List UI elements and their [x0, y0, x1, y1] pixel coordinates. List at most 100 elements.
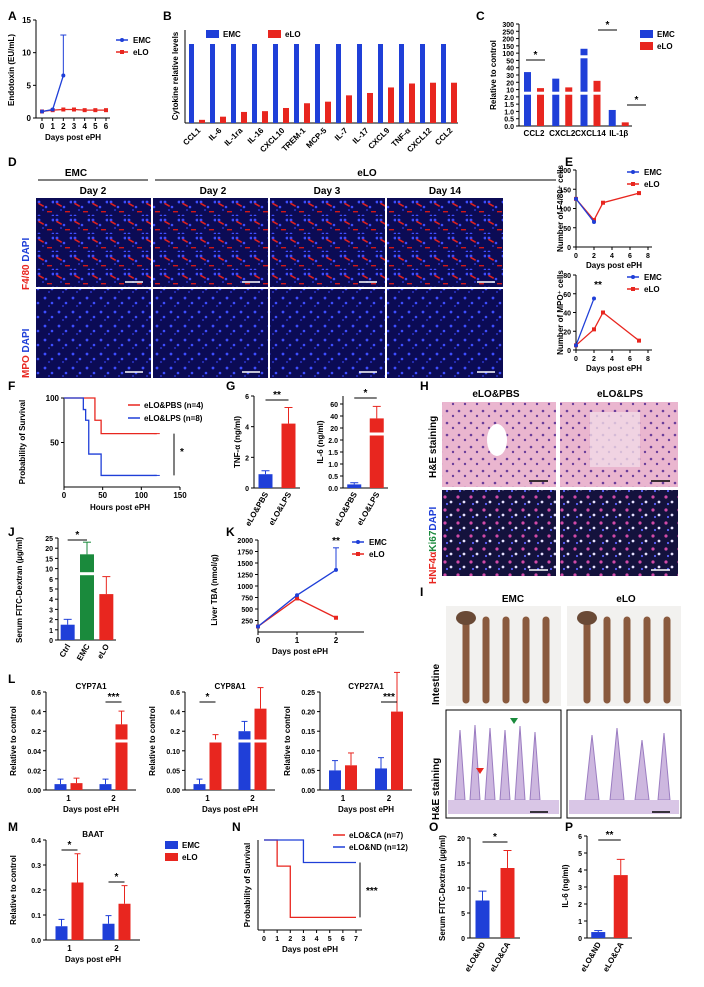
g2-bar-0 — [347, 484, 362, 488]
p-ytick-label: 3 — [578, 885, 582, 892]
f-sig-marker: * — [180, 447, 184, 458]
j-ylabel: Serum FITC-Dextran (µg/ml) — [15, 537, 24, 643]
d-day-2: Day 2 — [200, 186, 227, 197]
e2-line-elo — [575, 311, 640, 346]
g1-bar-1 — [281, 423, 296, 488]
a-xlabel: Days post ePH — [45, 133, 101, 142]
l1-xlabel: Days post ePH — [63, 805, 119, 814]
n-xtick-label: 3 — [301, 936, 305, 943]
e2-legend-label-2: eLO — [644, 285, 660, 294]
b-bar-elo — [325, 101, 331, 123]
a-xtick-label: 3 — [72, 122, 77, 131]
e1-point-emc — [592, 219, 596, 224]
b-xtick-label: TREM-1 — [280, 126, 308, 154]
k-ytick-label: 1250 — [237, 573, 253, 580]
m-ytick-label: 0.3 — [31, 863, 41, 870]
panel-label-c: C — [476, 9, 485, 23]
b-bar-emc — [336, 44, 341, 123]
c-ytick-label: 250 — [502, 29, 514, 36]
e2-ytick-label: 80 — [563, 273, 571, 280]
b-legend-label-1: EMC — [223, 30, 241, 39]
b-bar-emc — [420, 44, 425, 123]
k-sig-marker: ** — [332, 536, 340, 547]
m-bar-emc-1 — [102, 923, 115, 940]
l1-ytick-label: 0.00 — [27, 788, 41, 795]
j-xtick-label: Ctrl — [58, 643, 73, 659]
b-legend-swatch-2 — [268, 30, 281, 38]
b-bar-emc — [378, 44, 383, 123]
e2-ylabel: Number of MPO⁺ cells — [556, 270, 565, 355]
a-ytick-label: 10 — [22, 49, 31, 58]
e1-xlabel: Days post ePH — [586, 261, 642, 270]
o-ytick-label: 0 — [461, 936, 465, 943]
g1-ylabel: TNF-α (ng/ml) — [233, 416, 242, 468]
c-ytick-label: 20 — [506, 80, 514, 87]
l1-axis-break — [47, 739, 137, 743]
e1-line-elo — [575, 192, 640, 222]
e1-ytick-label: 200 — [559, 168, 571, 175]
e1-point-elo — [637, 191, 641, 196]
f-ylabel: Probability of Survival — [18, 400, 27, 484]
a-point-emc — [50, 107, 55, 112]
k-legend-label-2: eLO — [369, 550, 385, 559]
panel-label-l: L — [8, 672, 15, 686]
o-bar-0 — [475, 900, 490, 938]
e2-xtick-label: 0 — [574, 356, 578, 363]
n-line-ca — [264, 839, 356, 919]
g1-ytick-label: 4 — [245, 425, 249, 432]
b-bar-elo — [262, 111, 268, 123]
l1-bar-emc-1 — [99, 784, 112, 790]
d-group-emc: EMC — [65, 168, 87, 179]
l3-ylabel: Relative to control — [283, 706, 292, 776]
m-bar-elo-0 — [71, 882, 84, 940]
j-ytick-label: 15 — [45, 556, 53, 563]
j-ytick-label: 5 — [49, 587, 53, 594]
panel-label-j: J — [8, 525, 15, 539]
j-ytick-label: 6 — [49, 577, 53, 584]
a-ylabel: Endotoxin (EU/mL) — [7, 34, 16, 106]
m-bar-emc-0 — [55, 926, 68, 940]
b-bar-emc — [273, 44, 278, 123]
f-xtick-label: 50 — [98, 491, 107, 500]
a-point-elo — [72, 107, 76, 112]
c-axis-break — [521, 55, 634, 59]
c-bar-elo — [537, 88, 544, 126]
l2-bar-emc-1 — [238, 731, 251, 790]
b-bar-emc — [357, 44, 362, 123]
e2-ytick-label: 40 — [563, 311, 571, 318]
n-xtick-label: 2 — [288, 936, 292, 943]
e1-point-elo — [601, 200, 605, 205]
n-xtick-label: 7 — [354, 936, 358, 943]
k-ytick-label: 750 — [241, 596, 253, 603]
c-xtick-label: CCL2 — [524, 129, 545, 138]
g2-ytick-label: 0.5 — [328, 474, 338, 481]
b-bar-emc — [210, 44, 215, 123]
j-ytick-label: 25 — [45, 536, 53, 543]
e2-line-emc — [575, 298, 595, 346]
k-legend-marker-2 — [356, 552, 360, 556]
e1-legend-marker-2 — [631, 182, 635, 186]
j-bar-1 — [80, 554, 94, 640]
c-ytick-label: 1.5 — [504, 102, 514, 109]
c-ytick-label: 50 — [506, 58, 514, 65]
b-bar-emc — [252, 44, 257, 123]
a-xtick-label: 0 — [40, 122, 45, 131]
i-group-2: eLO — [616, 594, 636, 605]
b-xtick-label: IL-1ra — [223, 126, 245, 148]
n-xtick-label: 0 — [262, 936, 266, 943]
l1-xtick-label: 1 — [66, 794, 71, 803]
panel-d-micrographs: EMC eLO Day 2 Day 2 Day 3 Day 14 F4/80 D… — [21, 168, 556, 378]
e1-ylabel: Number of F4/80⁺ cells — [556, 164, 565, 251]
k-ytick-label: 2000 — [237, 538, 253, 545]
b-xtick-label: CCL1 — [181, 126, 203, 148]
g1-sig-marker: ** — [273, 390, 281, 401]
c-ytick-label: 10 — [506, 88, 514, 95]
panel-label-g: G — [226, 379, 235, 393]
c-ytick-label: 300 — [502, 22, 514, 29]
a-ytick-label: 5 — [27, 81, 32, 90]
a-legend-label-1: EMC — [133, 36, 151, 45]
l2-xtick-label: 1 — [205, 794, 210, 803]
c-ytick-label: 0.5 — [504, 117, 514, 124]
d-row2-label: MPO DAPI — [21, 328, 32, 378]
